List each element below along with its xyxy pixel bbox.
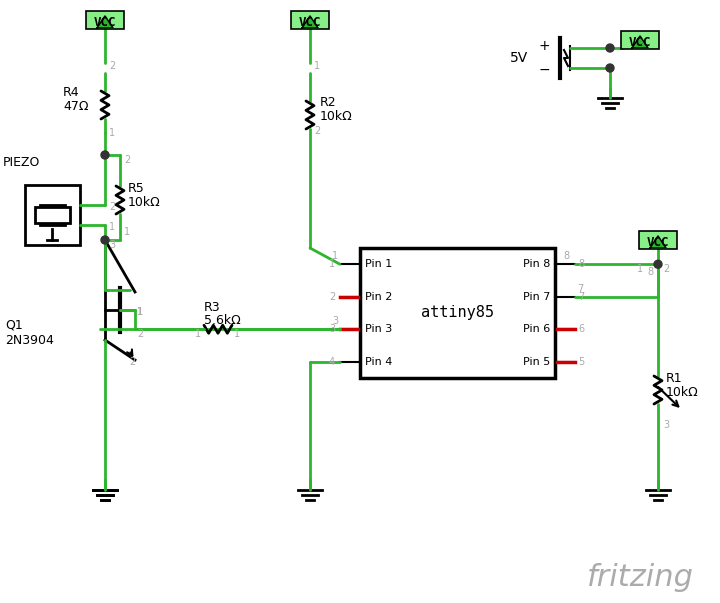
- Text: 8: 8: [647, 267, 653, 277]
- Text: VCC: VCC: [629, 36, 652, 48]
- Circle shape: [101, 151, 109, 159]
- FancyBboxPatch shape: [35, 207, 70, 223]
- Text: Pin 6: Pin 6: [523, 324, 550, 334]
- Text: −: −: [538, 63, 550, 77]
- Text: 10kΩ: 10kΩ: [128, 195, 161, 209]
- Text: 2: 2: [109, 61, 115, 71]
- Text: 1: 1: [109, 128, 115, 138]
- Text: 10kΩ: 10kΩ: [320, 110, 353, 124]
- Text: 7: 7: [577, 284, 583, 294]
- Text: 2: 2: [129, 357, 135, 367]
- Text: R1: R1: [666, 371, 683, 385]
- Text: R2: R2: [320, 96, 337, 110]
- Text: fritzing: fritzing: [587, 563, 693, 593]
- Text: 2: 2: [137, 329, 143, 339]
- FancyBboxPatch shape: [25, 185, 80, 245]
- Text: +: +: [538, 39, 550, 53]
- Text: 1: 1: [332, 251, 338, 261]
- Text: 5.6kΩ: 5.6kΩ: [204, 314, 240, 327]
- Circle shape: [101, 236, 109, 244]
- Text: 1: 1: [329, 259, 335, 270]
- Text: 2: 2: [329, 292, 335, 302]
- Text: 8: 8: [578, 259, 584, 270]
- Text: PIEZO: PIEZO: [3, 157, 40, 169]
- Text: 4: 4: [329, 357, 335, 367]
- Text: 1: 1: [124, 227, 130, 237]
- FancyBboxPatch shape: [621, 31, 659, 49]
- Text: 47Ω: 47Ω: [63, 101, 89, 113]
- Text: 3: 3: [332, 316, 338, 326]
- Text: Pin 4: Pin 4: [365, 357, 392, 367]
- Text: VCC: VCC: [94, 16, 116, 28]
- Text: VCC: VCC: [647, 236, 670, 248]
- Text: 8: 8: [564, 251, 570, 261]
- Text: attiny85: attiny85: [421, 306, 494, 321]
- Text: Q1: Q1: [5, 318, 23, 332]
- Text: 1: 1: [195, 329, 201, 339]
- Text: 1: 1: [109, 222, 115, 232]
- Text: 3: 3: [663, 420, 669, 430]
- Circle shape: [606, 64, 614, 72]
- Text: R3: R3: [204, 301, 220, 314]
- Text: 1: 1: [137, 307, 143, 317]
- Text: 7: 7: [578, 292, 584, 302]
- Polygon shape: [632, 36, 648, 48]
- FancyBboxPatch shape: [291, 11, 329, 29]
- Text: 3: 3: [329, 324, 335, 334]
- Circle shape: [606, 44, 614, 52]
- Text: 1: 1: [137, 307, 143, 317]
- Text: Pin 1: Pin 1: [365, 259, 392, 270]
- Text: 1: 1: [137, 307, 143, 317]
- Text: 1: 1: [234, 329, 240, 339]
- Text: 5: 5: [578, 357, 584, 367]
- FancyBboxPatch shape: [360, 248, 555, 378]
- Text: 1: 1: [637, 264, 643, 274]
- Text: 2: 2: [124, 155, 130, 165]
- Text: 10kΩ: 10kΩ: [666, 385, 698, 399]
- Text: Pin 5: Pin 5: [523, 357, 550, 367]
- Text: 5V: 5V: [510, 51, 528, 65]
- Text: R5: R5: [128, 182, 145, 195]
- FancyBboxPatch shape: [639, 231, 677, 249]
- Text: Pin 2: Pin 2: [365, 292, 392, 302]
- Text: Pin 7: Pin 7: [523, 292, 550, 302]
- Text: Pin 8: Pin 8: [523, 259, 550, 270]
- Text: 2N3904: 2N3904: [5, 333, 54, 347]
- Polygon shape: [97, 16, 113, 28]
- FancyBboxPatch shape: [86, 11, 124, 29]
- Polygon shape: [650, 236, 666, 248]
- Polygon shape: [302, 16, 318, 28]
- Text: 1: 1: [314, 61, 320, 71]
- Text: Pin 3: Pin 3: [365, 324, 392, 334]
- Text: 3: 3: [109, 240, 115, 250]
- Text: VCC: VCC: [299, 16, 321, 28]
- Text: 2: 2: [663, 264, 670, 274]
- Text: R4: R4: [63, 86, 80, 99]
- Circle shape: [654, 260, 662, 268]
- Text: 2: 2: [314, 126, 320, 136]
- Text: 2: 2: [109, 202, 115, 212]
- Text: 6: 6: [578, 324, 584, 334]
